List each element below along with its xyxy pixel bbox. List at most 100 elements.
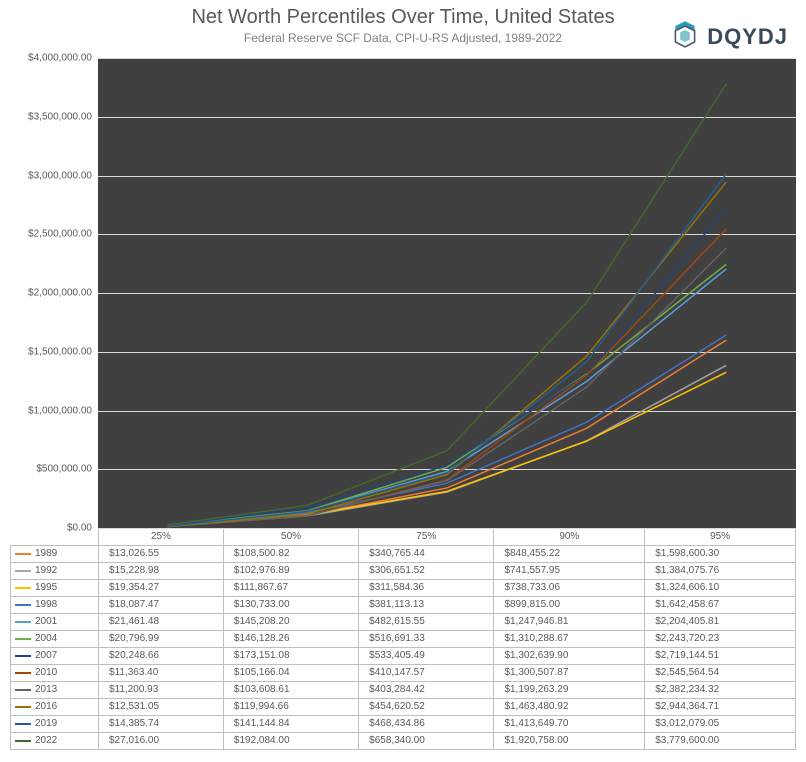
logo: DQYDJ xyxy=(669,18,788,55)
legend-swatch xyxy=(15,587,31,589)
data-cell: $20,248.66 xyxy=(99,647,224,664)
data-cell: $2,382,234.32 xyxy=(645,681,796,698)
data-cell: $1,324,606.10 xyxy=(645,579,796,596)
x-category-header: 25% xyxy=(99,528,224,545)
table-row: 2007$20,248.66$173,151.08$533,405.49$1,3… xyxy=(11,647,796,664)
table-row: 1998$18,087.47$130,733.00$381,113.13$899… xyxy=(11,596,796,613)
series-line-2016 xyxy=(168,182,726,526)
data-cell: $482,615.55 xyxy=(359,613,494,630)
legend-year-label: 1992 xyxy=(35,565,57,576)
legend-year-label: 2022 xyxy=(35,735,57,746)
y-axis-label: $3,500,000.00 xyxy=(28,111,92,122)
series-line-1992 xyxy=(168,365,726,526)
logo-icon xyxy=(669,18,701,55)
data-cell: $403,284.42 xyxy=(359,681,494,698)
legend-year-label: 1995 xyxy=(35,582,57,593)
data-cell: $311,584.36 xyxy=(359,579,494,596)
data-cell: $119,994.66 xyxy=(223,698,358,715)
legend-swatch xyxy=(15,621,31,623)
data-cell: $15,228.98 xyxy=(99,562,224,579)
data-cell: $173,151.08 xyxy=(223,647,358,664)
series-line-1998 xyxy=(168,335,726,526)
legend-swatch xyxy=(15,655,31,657)
legend-cell-2016: 2016 xyxy=(11,698,99,715)
x-category-header: 95% xyxy=(645,528,796,545)
data-cell: $146,128.26 xyxy=(223,630,358,647)
chart-plot-area: $0.00$500,000.00$1,000,000.00$1,500,000.… xyxy=(98,58,796,528)
series-line-1995 xyxy=(168,372,726,525)
legend-swatch xyxy=(15,638,31,640)
data-cell: $1,463,480.92 xyxy=(494,698,645,715)
data-cell: $2,719,144.51 xyxy=(645,647,796,664)
y-axis-label: $1,000,000.00 xyxy=(28,405,92,416)
gridline xyxy=(98,528,796,529)
data-cell: $105,166.04 xyxy=(223,664,358,681)
series-line-2010 xyxy=(168,229,726,527)
legend-swatch xyxy=(15,672,31,674)
data-cell: $130,733.00 xyxy=(223,596,358,613)
y-axis-label: $2,500,000.00 xyxy=(28,229,92,240)
data-cell: $19,354.27 xyxy=(99,579,224,596)
x-category-header: 90% xyxy=(494,528,645,545)
data-cell: $658,340.00 xyxy=(359,732,494,749)
legend-cell-1989: 1989 xyxy=(11,545,99,562)
data-cell: $1,199,263.29 xyxy=(494,681,645,698)
chart-lines xyxy=(98,58,796,528)
table-corner-cell xyxy=(11,528,99,545)
data-cell: $1,413,649.70 xyxy=(494,715,645,732)
legend-year-label: 2016 xyxy=(35,701,57,712)
data-cell: $454,620.52 xyxy=(359,698,494,715)
data-cell: $3,779,600.00 xyxy=(645,732,796,749)
legend-cell-2010: 2010 xyxy=(11,664,99,681)
legend-swatch xyxy=(15,553,31,555)
data-cell: $741,557.95 xyxy=(494,562,645,579)
legend-cell-1992: 1992 xyxy=(11,562,99,579)
data-cell: $3,012,079.05 xyxy=(645,715,796,732)
data-cell: $1,302,639.90 xyxy=(494,647,645,664)
legend-swatch xyxy=(15,740,31,742)
data-cell: $1,920,758.00 xyxy=(494,732,645,749)
data-cell: $899,815.00 xyxy=(494,596,645,613)
data-cell: $11,200.93 xyxy=(99,681,224,698)
legend-year-label: 2010 xyxy=(35,667,57,678)
data-cell: $340,765.44 xyxy=(359,545,494,562)
table-row: 1992 $15,228.98$102,976.89$306,651.52$741… xyxy=(11,562,796,579)
data-cell: $2,204,405.81 xyxy=(645,613,796,630)
y-axis-label: $2,000,000.00 xyxy=(28,288,92,299)
legend-year-label: 1989 xyxy=(35,548,57,559)
data-cell: $381,113.13 xyxy=(359,596,494,613)
x-category-header: 75% xyxy=(359,528,494,545)
data-cell: $306,651.52 xyxy=(359,562,494,579)
data-cell: $192,084.00 xyxy=(223,732,358,749)
legend-year-label: 2013 xyxy=(35,684,57,695)
series-line-2019 xyxy=(168,174,726,526)
data-cell: $1,642,458.67 xyxy=(645,596,796,613)
table-row: 2016$12,531.05$119,994.66$454,620.52$1,4… xyxy=(11,698,796,715)
data-cell: $1,384,075.76 xyxy=(645,562,796,579)
legend-year-label: 2007 xyxy=(35,650,57,661)
table-row: 2022$27,016.00$192,084.00$658,340.00$1,9… xyxy=(11,732,796,749)
legend-year-label: 2004 xyxy=(35,633,57,644)
data-cell: $738,733.06 xyxy=(494,579,645,596)
legend-swatch xyxy=(15,723,31,725)
data-cell: $1,310,288.67 xyxy=(494,630,645,647)
data-cell: $14,385.74 xyxy=(99,715,224,732)
legend-cell-2001: 2001 xyxy=(11,613,99,630)
legend-swatch xyxy=(15,570,31,572)
legend-cell-1995: 1995 xyxy=(11,579,99,596)
data-cell: $111,867.67 xyxy=(223,579,358,596)
table-row: 2010$11,363.40$105,166.04$410,147.57$1,3… xyxy=(11,664,796,681)
x-category-header: 50% xyxy=(223,528,358,545)
legend-year-label: 2019 xyxy=(35,718,57,729)
data-cell: $21,461.48 xyxy=(99,613,224,630)
data-cell: $410,147.57 xyxy=(359,664,494,681)
data-cell: $2,944,364.71 xyxy=(645,698,796,715)
series-line-2022 xyxy=(168,84,726,525)
table-row: 2004$20,796.99$146,128.26$516,691.33$1,3… xyxy=(11,630,796,647)
data-cell: $11,363.40 xyxy=(99,664,224,681)
legend-cell-2007: 2007 xyxy=(11,647,99,664)
data-cell: $102,976.89 xyxy=(223,562,358,579)
series-line-1989 xyxy=(168,340,726,526)
series-line-2007 xyxy=(168,209,726,526)
data-cell: $103,608.61 xyxy=(223,681,358,698)
